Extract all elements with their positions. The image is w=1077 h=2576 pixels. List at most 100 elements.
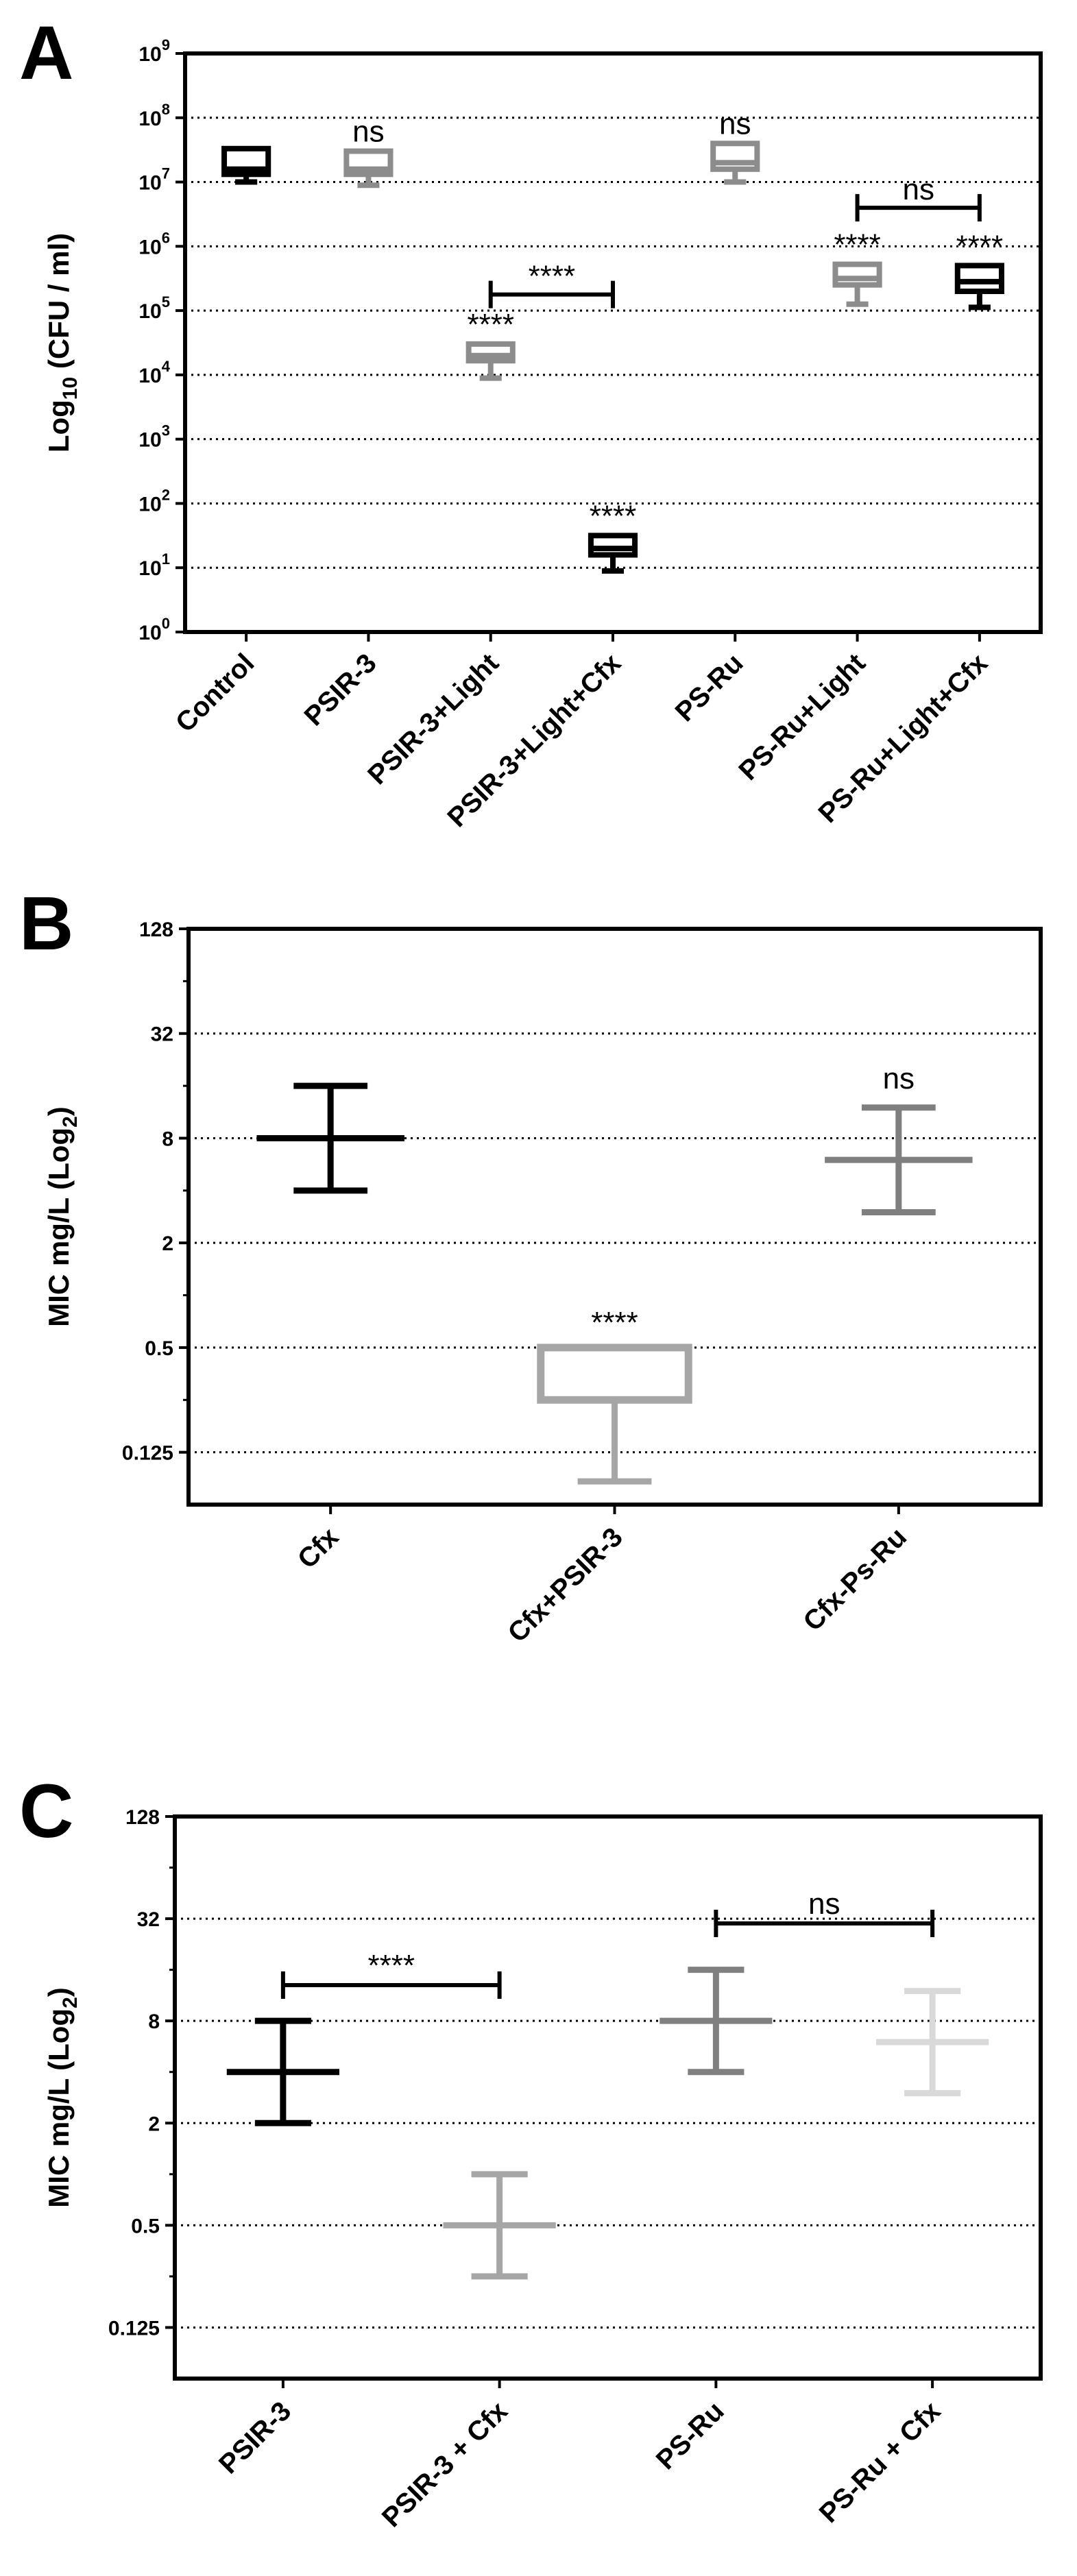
x-tick-label-ps-ru-light: PS-Ru+Light (733, 648, 871, 786)
y-tick-label: 128 (125, 1806, 160, 1829)
errorbar-ps-ru-cfx (876, 1988, 989, 2097)
box-psir-3 (343, 148, 394, 189)
errorbar-psir-3 (226, 2017, 339, 2126)
plot-frame (173, 1814, 1043, 2381)
y-tick-label: 32 (151, 1023, 173, 1046)
annotation-psir-3: ns (352, 115, 384, 149)
y-label-sub: 10 (59, 377, 82, 400)
y-tick-label: 2 (162, 1232, 173, 1255)
x-tick-label-cfx: Cfx (292, 1522, 345, 1575)
errorbar-ps-ru (659, 1967, 773, 2076)
y-label-part: MIC mg/L (Log (43, 2008, 75, 2208)
bracket-label: **** (368, 1949, 415, 1982)
y-axis-label: Log10 (CFU / ml) (43, 233, 82, 452)
tick-base: 10 (138, 172, 161, 195)
y-tick-label: 2 (148, 2113, 160, 2135)
box-control (221, 145, 271, 185)
tick-base: 10 (138, 365, 161, 387)
annotation-ps-ru-light: **** (834, 228, 881, 262)
annotation-psir-3-light: **** (467, 308, 514, 341)
y-tick-label: 101 (138, 550, 170, 580)
annotation-ps-ru-light-cfx: **** (956, 229, 1004, 263)
y-tick-label: 105 (138, 293, 170, 323)
tick-base: 10 (138, 300, 161, 323)
box-ps-ru-light-cfx (954, 263, 1004, 311)
y-tick-label: 0.125 (122, 1442, 173, 1465)
tick-base: 10 (138, 236, 161, 258)
tick-exp: 1 (162, 550, 170, 568)
x-tick-label-ps-ru: PS-Ru (670, 648, 749, 727)
errorbar-cfx-psir-3 (537, 1344, 692, 1485)
y-label-part: MIC mg/L (Log (43, 1128, 75, 1327)
box-ps-ru (710, 141, 760, 185)
box (588, 533, 638, 558)
y-axis-label: MIC mg/L (Log2) (43, 1987, 82, 2208)
panel-letter-c: C (19, 1769, 73, 1854)
annotation-ps-ru: ns (719, 107, 751, 141)
box-ps-ru-light (832, 261, 882, 307)
x-tick-label-psir-3-cfx: PSIR-3 + Cfx (376, 2396, 513, 2533)
box (832, 261, 882, 288)
bracket-label: ns (808, 1887, 840, 1921)
tick-base: 10 (138, 108, 161, 130)
panel-letter-a: A (19, 11, 73, 95)
bracket-label: **** (529, 260, 576, 293)
tick-base: 10 (138, 429, 161, 452)
y-tick-label: 0.125 (108, 2317, 160, 2340)
box (537, 1344, 692, 1404)
y-axis-label: MIC mg/L (Log2) (43, 1106, 82, 1327)
tick-exp: 0 (162, 615, 170, 632)
tick-exp: 7 (162, 165, 170, 182)
x-tick-label-psir-3-light: PSIR-3+Light (362, 648, 505, 790)
y-label-sub: 2 (59, 1997, 82, 2008)
y-tick-label: 107 (138, 165, 170, 195)
x-tick-label-cfx-ps-ru: Cfx-Ps-Ru (797, 1522, 912, 1637)
y-tick-label: 32 (137, 1908, 160, 1931)
tick-base: 10 (138, 43, 161, 66)
y-tick-label: 103 (138, 422, 170, 452)
y-tick-label: 102 (138, 486, 170, 515)
y-label-sub: 2 (59, 1116, 82, 1128)
errorbar-cfx (256, 1082, 404, 1194)
y-label-part: ) (43, 1987, 75, 1997)
tick-exp: 4 (162, 358, 171, 375)
y-label-part: Log (43, 400, 75, 452)
x-tick-label-psir-3: PSIR-3 (213, 2396, 297, 2479)
y-tick-label: 8 (162, 1128, 173, 1150)
x-tick-label-cfx-psir-3: Cfx+PSIR-3 (502, 1522, 628, 1648)
tick-exp: 3 (162, 422, 170, 439)
y-label-part: (CFU / ml) (43, 233, 75, 377)
tick-exp: 9 (162, 36, 170, 53)
tick-base: 10 (138, 557, 161, 580)
y-label-part: ) (43, 1106, 75, 1116)
annotation-cfx-psir-3: **** (591, 1306, 638, 1339)
y-tick-label: 106 (138, 229, 170, 258)
bracket-label: ns (902, 173, 934, 206)
y-tick-label: 109 (138, 36, 170, 66)
x-tick-label-control: Control (170, 648, 261, 738)
box-psir-3-light (465, 341, 516, 381)
y-tick-label: 100 (138, 615, 170, 644)
y-tick-label: 0.5 (131, 2215, 160, 2237)
tick-base: 10 (138, 622, 161, 644)
y-tick-label: 104 (138, 358, 170, 387)
annotation-cfx-ps-ru: ns (883, 1062, 915, 1095)
x-tick-label-psir-3: PSIR-3 (299, 648, 383, 731)
tick-exp: 8 (162, 101, 170, 118)
y-tick-label: 8 (148, 2010, 160, 2033)
x-tick-label-ps-ru: PS-Ru (651, 2396, 730, 2475)
panel-letter-b: B (19, 882, 73, 966)
box-psir-3-light-cfx (588, 533, 638, 574)
box (954, 263, 1004, 294)
errorbar-psir-3-cfx (443, 2171, 556, 2280)
annotation-psir-3-light-cfx: **** (590, 499, 637, 533)
tick-exp: 5 (162, 293, 170, 311)
x-tick-label-ps-ru-cfx: PS-Ru + Cfx (814, 2396, 947, 2529)
tick-exp: 2 (162, 486, 170, 503)
tick-exp: 6 (162, 229, 170, 246)
y-tick-label: 0.5 (145, 1337, 173, 1360)
